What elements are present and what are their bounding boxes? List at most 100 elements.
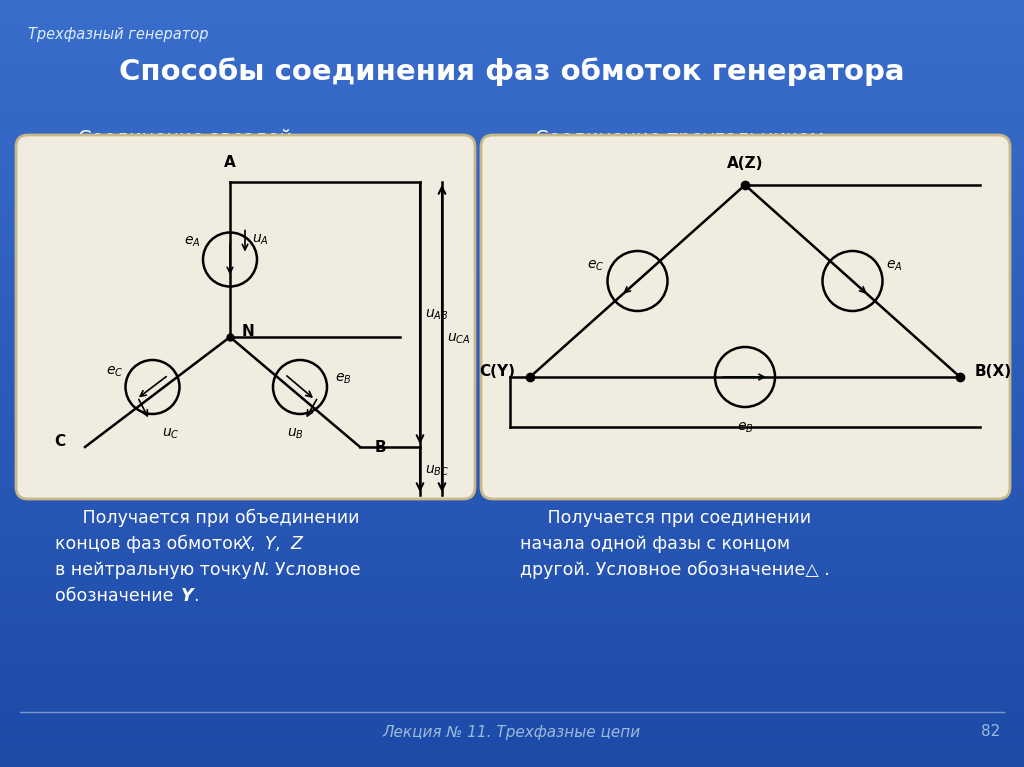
Bar [0,468,1024,472]
Bar [0,12,1024,15]
Bar [0,629,1024,633]
Bar [0,372,1024,376]
Bar [0,42,1024,46]
Text: $e_A$: $e_A$ [183,235,201,249]
Bar [0,663,1024,667]
Text: C(Y): C(Y) [479,364,515,380]
Bar [0,533,1024,537]
Bar [0,19,1024,23]
Bar [0,368,1024,372]
Bar [0,560,1024,564]
Bar [0,671,1024,675]
Bar [0,50,1024,54]
Text: N: N [242,324,255,340]
Text: $e_B$: $e_B$ [736,421,754,436]
Bar [0,96,1024,100]
Text: $u_B$: $u_B$ [287,427,303,441]
Bar [0,709,1024,713]
Bar [0,100,1024,104]
Bar [0,8,1024,12]
Bar [0,341,1024,345]
Bar [0,667,1024,671]
Bar [0,203,1024,207]
Bar [0,744,1024,748]
Bar [0,637,1024,640]
Bar [0,130,1024,134]
Bar [0,357,1024,360]
Text: B: B [375,439,387,455]
Bar [0,529,1024,533]
Text: Z: Z [290,535,302,553]
Bar [0,65,1024,69]
Bar [0,499,1024,502]
Bar [0,219,1024,222]
Bar [0,364,1024,368]
Bar [0,472,1024,476]
Bar [0,694,1024,698]
Bar [0,453,1024,456]
Bar [0,77,1024,81]
Text: начала одной фазы с концом: начала одной фазы с концом [520,535,791,553]
Bar [0,725,1024,729]
Text: N: N [253,561,266,579]
Bar [0,261,1024,265]
Bar [0,295,1024,299]
Text: в нейтральную точку: в нейтральную точку [55,561,257,579]
Text: .: . [193,587,199,605]
Bar [0,334,1024,337]
Bar [0,706,1024,709]
Text: Трехфазный генератор: Трехфазный генератор [28,27,209,42]
Bar [0,111,1024,115]
Text: $u_{BC}$: $u_{BC}$ [425,464,450,478]
Bar [0,230,1024,234]
Bar [0,176,1024,180]
Bar [0,556,1024,560]
Text: Лекция № 11. Трехфазные цепи: Лекция № 11. Трехфазные цепи [383,725,641,739]
Bar [0,127,1024,130]
Bar [0,391,1024,395]
Bar [0,403,1024,407]
Text: $u_{CA}$: $u_{CA}$ [447,331,471,346]
Bar [0,518,1024,522]
Bar [0,660,1024,663]
Text: Y: Y [265,535,275,553]
Bar [0,537,1024,541]
Bar [0,88,1024,92]
Bar [0,188,1024,192]
Bar [0,257,1024,261]
Bar [0,165,1024,169]
Bar [0,291,1024,295]
Text: $e_B$: $e_B$ [335,372,351,387]
Bar [0,199,1024,203]
Bar [0,587,1024,591]
Bar [0,161,1024,165]
Bar [0,541,1024,545]
Bar [0,698,1024,702]
Bar [0,721,1024,725]
Bar [0,265,1024,268]
Text: $u_{AB}$: $u_{AB}$ [425,308,449,321]
Bar [0,748,1024,752]
Bar [0,422,1024,426]
Bar [0,307,1024,311]
Bar [0,211,1024,215]
Bar [0,81,1024,84]
Bar [0,763,1024,767]
Bar [0,548,1024,552]
Bar [0,610,1024,614]
FancyBboxPatch shape [481,135,1010,499]
Bar [0,245,1024,249]
Bar [0,522,1024,525]
Bar [0,525,1024,529]
Bar [0,732,1024,736]
Bar [0,115,1024,119]
Bar [0,15,1024,19]
Bar [0,222,1024,226]
Bar [0,752,1024,755]
Bar [0,583,1024,587]
Bar [0,104,1024,107]
Bar [0,238,1024,242]
Bar [0,268,1024,272]
Bar [0,683,1024,686]
Bar [0,614,1024,617]
